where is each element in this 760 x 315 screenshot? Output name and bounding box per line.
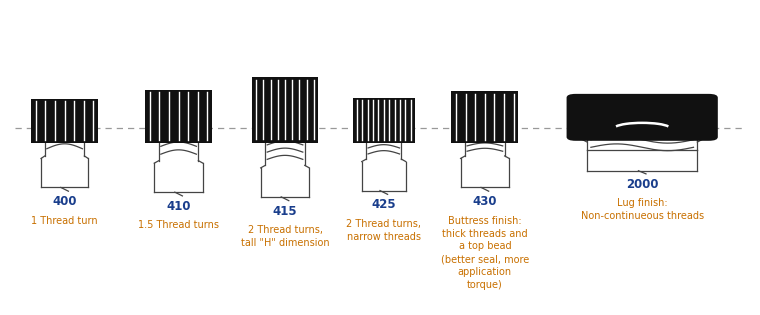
Bar <box>252 77 318 143</box>
Text: 430: 430 <box>473 195 497 208</box>
Text: 415: 415 <box>273 205 297 218</box>
Bar <box>31 99 98 143</box>
Text: 2 Thread turns,
narrow threads: 2 Thread turns, narrow threads <box>347 219 421 242</box>
Bar <box>145 90 212 143</box>
Text: 400: 400 <box>52 195 77 208</box>
Text: 410: 410 <box>166 200 191 213</box>
Text: 1.5 Thread turns: 1.5 Thread turns <box>138 220 219 231</box>
Bar <box>451 91 518 143</box>
Text: 2 Thread turns,
tall "H" dimension: 2 Thread turns, tall "H" dimension <box>241 225 329 248</box>
FancyBboxPatch shape <box>566 94 717 141</box>
Bar <box>353 98 415 143</box>
Text: 425: 425 <box>372 198 396 211</box>
Text: 1 Thread turn: 1 Thread turn <box>31 216 98 226</box>
Text: Buttress finish:
thick threads and
a top bead
(better seal, more
application
tor: Buttress finish: thick threads and a top… <box>441 216 529 290</box>
Text: Lug finish:
Non-continueous threads: Lug finish: Non-continueous threads <box>581 198 704 221</box>
Text: 2000: 2000 <box>626 178 658 191</box>
